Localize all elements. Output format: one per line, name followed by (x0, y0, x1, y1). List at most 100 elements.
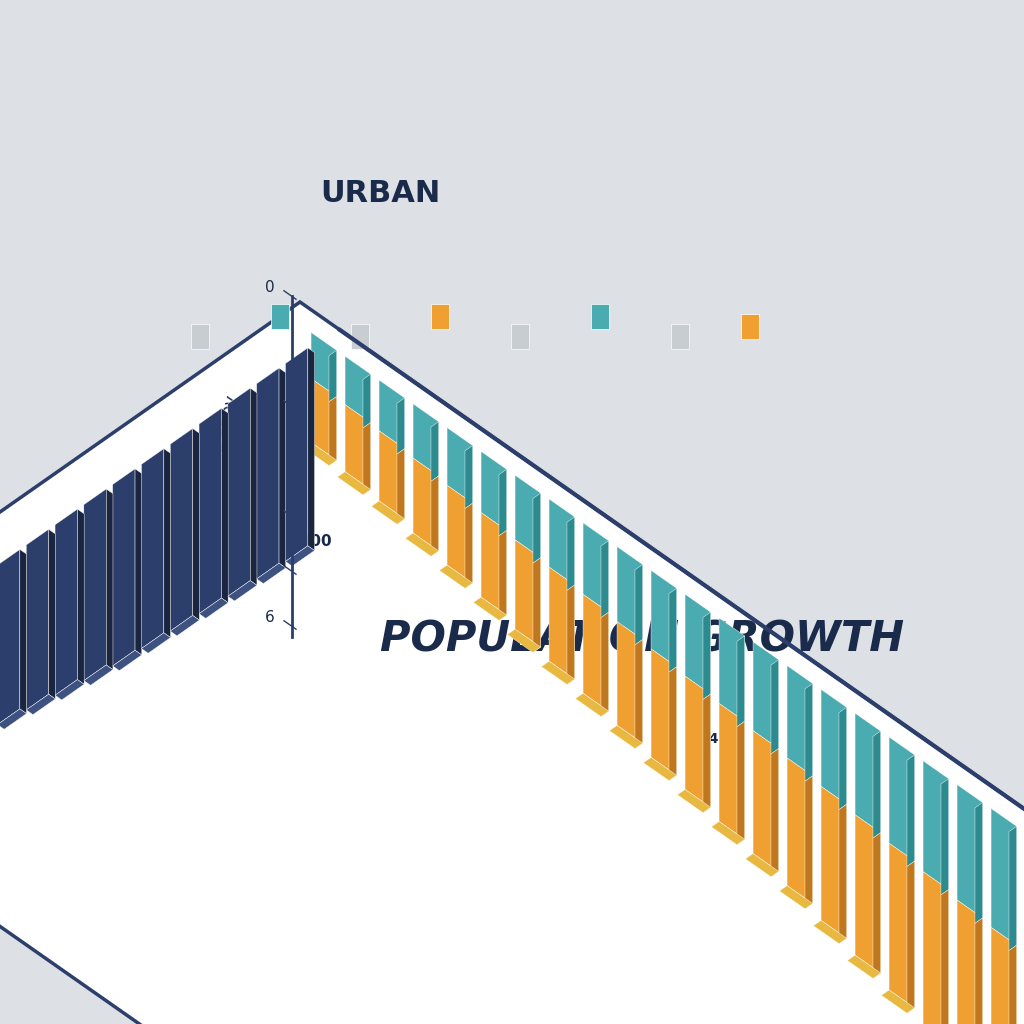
Polygon shape (311, 333, 337, 396)
Polygon shape (499, 469, 507, 536)
Polygon shape (199, 598, 228, 618)
Polygon shape (141, 633, 171, 653)
Polygon shape (779, 886, 813, 909)
Polygon shape (821, 786, 847, 938)
Text: 6: 6 (265, 610, 275, 626)
Polygon shape (651, 649, 677, 775)
Polygon shape (839, 804, 847, 944)
Polygon shape (737, 721, 744, 845)
Polygon shape (702, 612, 711, 699)
Polygon shape (221, 409, 228, 603)
Polygon shape (329, 396, 337, 466)
Polygon shape (719, 617, 744, 721)
Polygon shape (975, 918, 983, 1024)
Polygon shape (135, 469, 141, 655)
Polygon shape (567, 585, 574, 684)
Polygon shape (601, 541, 608, 617)
Text: POPULATION GROWTH: POPULATION GROWTH (380, 618, 904, 660)
Polygon shape (549, 567, 574, 679)
Polygon shape (753, 731, 778, 871)
Polygon shape (397, 449, 404, 524)
Text: URBAN: URBAN (319, 179, 440, 208)
Polygon shape (170, 615, 200, 636)
Polygon shape (941, 778, 948, 895)
Polygon shape (84, 488, 106, 681)
Polygon shape (465, 503, 473, 589)
Polygon shape (257, 368, 279, 579)
Polygon shape (567, 517, 574, 591)
Polygon shape (515, 475, 541, 558)
Polygon shape (923, 871, 948, 1024)
Polygon shape (413, 403, 438, 476)
Polygon shape (991, 808, 1017, 945)
Polygon shape (532, 494, 541, 563)
Polygon shape (617, 622, 643, 743)
Polygon shape (0, 550, 19, 725)
Polygon shape (821, 689, 847, 804)
Polygon shape (669, 667, 677, 780)
Bar (431, 304, 449, 329)
Polygon shape (406, 534, 438, 556)
Polygon shape (805, 683, 813, 781)
Polygon shape (583, 522, 608, 612)
Polygon shape (882, 990, 914, 1013)
Polygon shape (685, 676, 711, 807)
Bar (741, 314, 759, 339)
Polygon shape (0, 709, 27, 729)
Bar (671, 324, 689, 349)
Text: 5: 5 (265, 555, 275, 570)
Text: 2000: 2000 (290, 534, 333, 549)
Polygon shape (337, 472, 371, 495)
Polygon shape (372, 501, 404, 524)
Text: 2,24: 2,24 (685, 732, 720, 746)
Polygon shape (991, 928, 1017, 1024)
Bar (351, 324, 369, 349)
Polygon shape (889, 737, 914, 861)
Polygon shape (771, 749, 778, 877)
Polygon shape (542, 662, 574, 684)
Polygon shape (787, 758, 813, 903)
Polygon shape (1009, 826, 1017, 950)
Polygon shape (617, 547, 643, 640)
Polygon shape (379, 431, 404, 519)
Polygon shape (855, 815, 881, 973)
Polygon shape (431, 422, 438, 481)
Polygon shape (848, 955, 881, 979)
Bar (191, 324, 209, 349)
Polygon shape (286, 348, 308, 561)
Polygon shape (855, 713, 881, 833)
Bar (511, 324, 529, 349)
Polygon shape (250, 388, 257, 586)
Polygon shape (113, 469, 135, 666)
Polygon shape (345, 356, 371, 423)
Text: Year by: Year by (209, 393, 242, 457)
Polygon shape (199, 409, 221, 613)
Polygon shape (499, 530, 507, 621)
Polygon shape (141, 449, 164, 648)
Polygon shape (27, 694, 55, 715)
Polygon shape (532, 558, 541, 652)
Polygon shape (957, 900, 983, 1024)
Polygon shape (702, 694, 711, 813)
Polygon shape (805, 776, 813, 909)
Polygon shape (55, 680, 84, 700)
Polygon shape (413, 458, 438, 551)
Text: 2: 2 (265, 390, 275, 406)
Polygon shape (737, 636, 744, 727)
Polygon shape (379, 380, 404, 449)
Polygon shape (227, 388, 250, 596)
Polygon shape (507, 629, 541, 652)
Polygon shape (362, 423, 371, 495)
Polygon shape (78, 509, 84, 684)
Polygon shape (685, 594, 711, 694)
Polygon shape (227, 581, 257, 601)
Polygon shape (362, 374, 371, 428)
Polygon shape (907, 861, 914, 1013)
Polygon shape (113, 650, 141, 671)
Polygon shape (975, 803, 983, 924)
Polygon shape (907, 755, 914, 866)
Polygon shape (27, 529, 49, 710)
Polygon shape (889, 843, 914, 1008)
Polygon shape (635, 640, 643, 749)
Polygon shape (431, 476, 438, 556)
